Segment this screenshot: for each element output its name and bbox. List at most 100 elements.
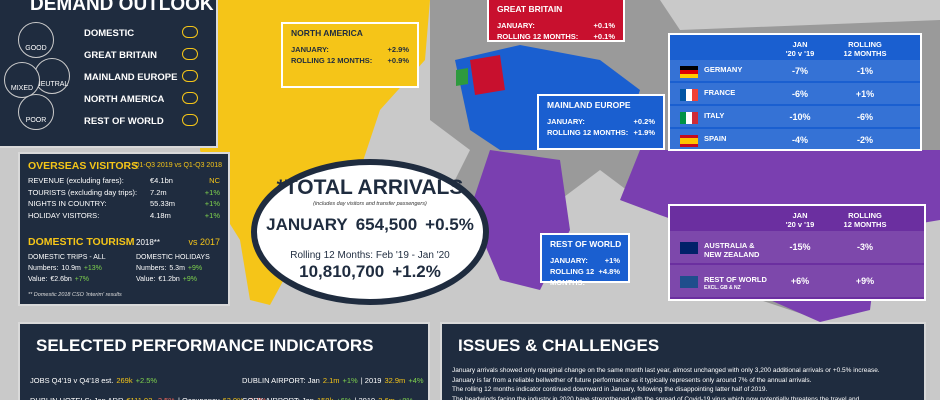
column-row: Value: €2.6bn +7% [28,276,92,283]
row-value: +0.1% [593,32,615,41]
indicator-part: DUBLIN AIRPORT: Jan [242,376,320,385]
row-value: €4.1bn [150,176,173,185]
issues-panel: ISSUES & CHALLENGES January arrivals show… [440,322,926,400]
row-part: Numbers: [28,265,59,272]
row-label: HOLIDAY VISITORS: [28,210,100,220]
column-title: DOMESTIC TRIPS - ALL [28,254,106,261]
table-header: ROLLING [848,40,882,49]
row-label: JANUARY: [550,256,588,265]
market-name: MAINLAND EUROPE [84,72,178,83]
box-row: ROLLING 12 MONTHS: +0.1% [497,31,615,42]
row-value: +1.9% [633,128,655,137]
box-title: REST OF WORLD [550,239,622,249]
map-great-britain [470,55,505,95]
jan-value: +6% [790,276,810,286]
row-value: 7.2m [150,187,167,197]
indicator-part: +8% [398,396,413,400]
legend-label: MIXED [10,85,34,92]
column-row: Value: €1.2bn +9% [136,276,200,283]
indicator-part: -2.7% [247,396,267,400]
market-name: NORTH AMERICA [84,94,165,105]
rolling-value: -6% [856,111,873,122]
jan-value: -4% [791,134,808,145]
table-header: JAN [792,40,808,49]
row-value: +0.9% [387,56,409,65]
outlook-icon [182,114,198,126]
row-part: +9% [182,276,197,283]
indicator-part: +1% [342,376,358,385]
flag [680,242,698,254]
indicator-part: 63.9% [223,396,244,400]
row-value: +0.2% [633,117,655,126]
bullet: The headwinds facing the industry in 202… [452,395,860,400]
indicator-part: | Occupancy [178,396,220,400]
bullet: January is far from a reliable bellwethe… [452,376,812,384]
indicator-part: 158k [317,396,333,400]
country-name: GERMANY [704,64,743,74]
flag [680,134,698,147]
jan-value: -7% [791,65,808,76]
footnote: ** Domestic 2018 CSO 'interim' results [28,292,122,298]
row-label: NIGHTS IN COUNTRY: [28,199,107,208]
row-label: JANUARY: [497,21,535,30]
table-row [670,106,920,127]
indicators-panel: SELECTED PERFORMANCE INDICATORS JOBS Q4'1… [18,322,430,400]
legend-circle: NEUTRAL [34,58,70,94]
table-row [670,83,920,104]
row-part: +7% [74,276,89,283]
vs: vs 2017 [188,237,220,247]
indicator-part: | 2019 [354,396,375,400]
market-box: MAINLAND EUROPE JANUARY: +0.2% ROLLING 12 M… [537,94,665,150]
jan-value: -15% [789,242,811,252]
flag [680,111,698,124]
table-row [670,129,920,150]
jan-value: -10% [789,111,811,122]
row-change: +1% [204,199,220,208]
rolling_change: +1.2% [392,262,441,281]
rolling_value: 10,810,700 [299,262,385,281]
row-value: +2.9% [387,45,409,54]
demand-outlook-panel: DEMAND OUTLOOK GOOD NEUTRAL MIXED POOR DOMEST… [0,0,218,148]
country-note: EXCL. GB & NZ [704,285,741,291]
outlook-icon [182,26,198,38]
column-row: Numbers: 5.3m +9% [136,265,205,272]
year: 2018** [136,238,161,247]
period: Q1-Q3 2019 vs Q1-Q3 2018 [134,162,222,169]
rolling-value: -2% [856,134,873,145]
jan-value: -6% [791,88,808,99]
box-title: GREAT BRITAIN [497,4,563,14]
row-label: JANUARY: [547,117,585,126]
table-row [670,60,920,81]
flag [680,88,698,101]
bullet: January arrivals showed only marginal ch… [452,367,880,374]
indicator: JOBS Q4'19 v Q4'18 est. 269k +2.5% [30,376,160,385]
indicator-part: 2.1m [322,376,340,385]
arrivals-subtitle: (includes day visitors and transfer pass… [313,201,427,207]
row-value: +4.8% [598,267,620,276]
row-change: +1% [204,187,220,197]
indicator-part: DUBLIN HOTELS: Jan ADR [30,396,123,400]
section-title: DOMESTIC TOURISM [28,236,135,248]
box-row: JANUARY: +0.1% [497,20,615,31]
row-value: +1% [604,256,620,265]
box-row: JANUARY: +2.9% [291,44,409,55]
indicator-part: 2.6m [378,396,395,400]
row-label: ROLLING 12 MONTHS: [291,56,373,65]
table-header: '20 v '19 [785,220,815,229]
row-part: Numbers: [136,265,167,272]
month_value: 654,500 [355,215,418,234]
box-title: NORTH AMERICA [291,28,363,38]
bullet: The rolling 12 months indicator continue… [452,386,768,393]
legend-label: GOOD [25,45,47,52]
legend-circle: MIXED [4,62,40,98]
rolling-value: +9% [855,276,875,286]
table-header: 12 MONTHS [843,220,887,229]
row-part: Value: [28,276,48,283]
indicator-part: JOBS Q4'19 v Q4'18 est. [30,376,114,385]
indicator: CORK AIRPORT: Jan158k+6%| 20192.6m+8% [242,396,416,400]
outlook-icon [182,70,198,82]
country-name: ITALY [704,110,725,120]
legend-circle: POOR [18,94,54,130]
row-part: €1.2bn [158,276,180,283]
indicator-part: -2.5% [155,396,175,400]
